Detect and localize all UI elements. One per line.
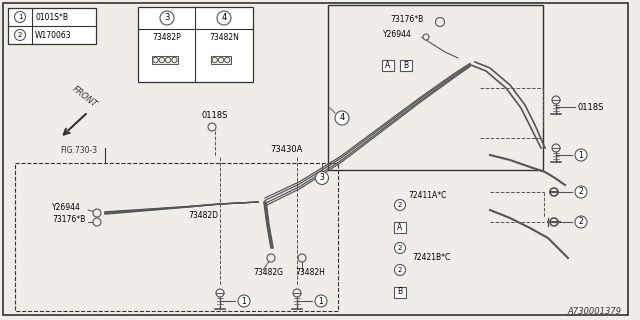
Circle shape (172, 57, 177, 63)
Bar (8, 8, 96, 44)
Bar (328, 5, 543, 170)
Text: 2: 2 (398, 202, 402, 208)
Text: 73176*B: 73176*B (52, 215, 85, 224)
Circle shape (15, 29, 26, 41)
Text: 0118S: 0118S (578, 102, 604, 111)
Text: 73482D: 73482D (188, 211, 218, 220)
Text: FRONT: FRONT (71, 84, 99, 109)
Text: FIG.730-3: FIG.730-3 (60, 146, 97, 155)
Circle shape (93, 209, 101, 217)
Text: A730001379: A730001379 (568, 307, 622, 316)
Bar (15, 163, 338, 311)
Circle shape (575, 216, 587, 228)
Text: Y26944: Y26944 (52, 203, 81, 212)
Bar (211, 56, 231, 64)
Text: 1: 1 (18, 14, 22, 20)
Circle shape (159, 57, 164, 63)
Text: 0101S*B: 0101S*B (35, 12, 68, 21)
Circle shape (218, 57, 224, 63)
Circle shape (394, 199, 406, 211)
Text: A: A (385, 60, 390, 69)
Circle shape (550, 218, 558, 226)
Circle shape (267, 254, 275, 262)
Bar (152, 56, 178, 64)
Bar (394, 221, 406, 233)
Circle shape (208, 123, 216, 131)
Circle shape (552, 96, 560, 104)
Text: 73430A: 73430A (270, 145, 302, 154)
Circle shape (575, 149, 587, 161)
Bar (382, 60, 394, 70)
Text: 2: 2 (579, 188, 584, 196)
Text: 1: 1 (579, 150, 584, 159)
Circle shape (423, 34, 429, 40)
Circle shape (216, 289, 224, 297)
Circle shape (550, 188, 558, 196)
Text: 73482G: 73482G (253, 268, 283, 277)
Circle shape (153, 57, 158, 63)
Circle shape (15, 12, 26, 22)
Circle shape (394, 265, 406, 276)
Text: W170063: W170063 (35, 30, 72, 39)
Text: 2: 2 (398, 267, 402, 273)
Circle shape (93, 218, 101, 226)
Bar (400, 60, 412, 70)
Text: 2: 2 (579, 218, 584, 227)
Text: 0118S: 0118S (202, 111, 228, 120)
Circle shape (315, 295, 327, 307)
Text: 2: 2 (18, 32, 22, 38)
Text: 73482H: 73482H (295, 268, 325, 277)
Circle shape (552, 144, 560, 152)
Bar (394, 286, 406, 298)
Circle shape (316, 172, 328, 185)
Circle shape (238, 295, 250, 307)
Circle shape (293, 289, 301, 297)
Text: 73176*B: 73176*B (390, 15, 423, 24)
Text: 4: 4 (339, 114, 344, 123)
Text: 73482P: 73482P (152, 33, 181, 42)
Circle shape (166, 57, 171, 63)
Text: A: A (397, 222, 403, 231)
Text: 72411A*C: 72411A*C (408, 191, 446, 200)
Text: 72421B*C: 72421B*C (412, 253, 451, 262)
Circle shape (298, 254, 306, 262)
Text: 3: 3 (319, 173, 324, 182)
Circle shape (212, 57, 218, 63)
Text: 1: 1 (319, 297, 323, 306)
Text: 2: 2 (398, 245, 402, 251)
Circle shape (335, 111, 349, 125)
Circle shape (160, 11, 174, 25)
Text: 73482N: 73482N (209, 33, 239, 42)
Circle shape (217, 11, 231, 25)
Text: 4: 4 (221, 13, 227, 22)
Text: B: B (403, 60, 408, 69)
Circle shape (394, 243, 406, 253)
Circle shape (225, 57, 230, 63)
Circle shape (575, 186, 587, 198)
Circle shape (435, 18, 445, 27)
Text: 1: 1 (242, 297, 246, 306)
Text: 3: 3 (164, 13, 170, 22)
Bar (138, 7, 253, 82)
Text: Y26944: Y26944 (383, 30, 412, 39)
Text: B: B (397, 287, 403, 297)
